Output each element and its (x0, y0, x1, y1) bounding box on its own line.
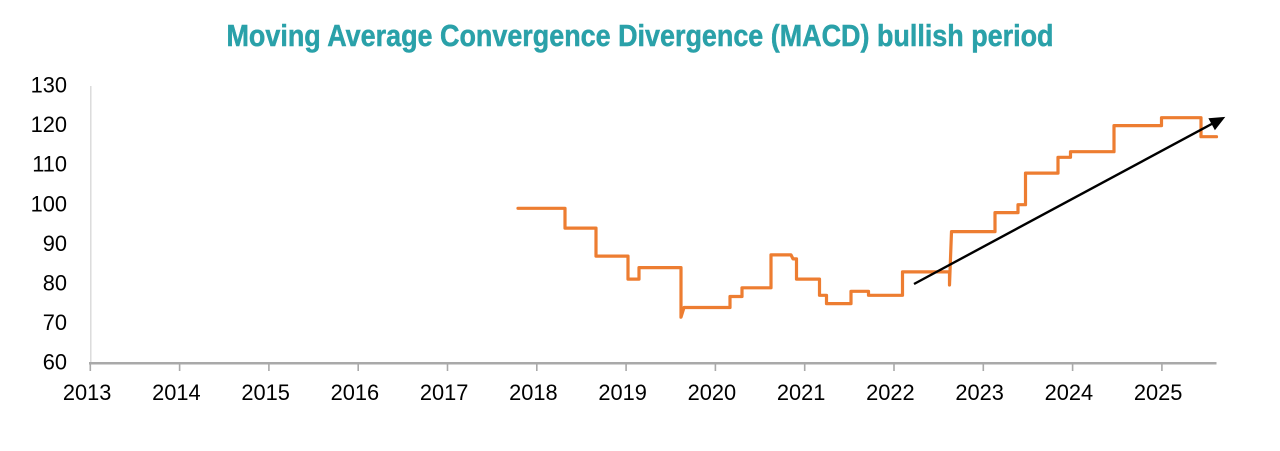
svg-text:2024: 2024 (1045, 380, 1094, 405)
svg-text:2013: 2013 (63, 380, 112, 405)
svg-text:2016: 2016 (331, 380, 380, 405)
svg-text:80: 80 (43, 270, 67, 295)
svg-text:2023: 2023 (955, 380, 1004, 405)
svg-text:2018: 2018 (509, 380, 558, 405)
svg-text:Moving Average Convergence Div: Moving Average Convergence Divergence (M… (227, 18, 1054, 53)
svg-text:110: 110 (32, 152, 67, 177)
svg-text:130: 130 (31, 73, 67, 98)
svg-text:2019: 2019 (598, 380, 647, 405)
svg-text:2021: 2021 (777, 380, 826, 405)
svg-text:2025: 2025 (1134, 380, 1183, 405)
svg-text:90: 90 (43, 231, 67, 256)
svg-text:60: 60 (43, 350, 67, 375)
svg-text:2017: 2017 (420, 380, 469, 405)
svg-text:2015: 2015 (241, 380, 290, 405)
svg-text:2020: 2020 (688, 380, 737, 405)
svg-text:100: 100 (31, 191, 67, 216)
svg-text:2022: 2022 (866, 380, 915, 405)
svg-text:2014: 2014 (152, 380, 201, 405)
svg-text:120: 120 (31, 112, 67, 137)
svg-text:70: 70 (43, 310, 67, 335)
